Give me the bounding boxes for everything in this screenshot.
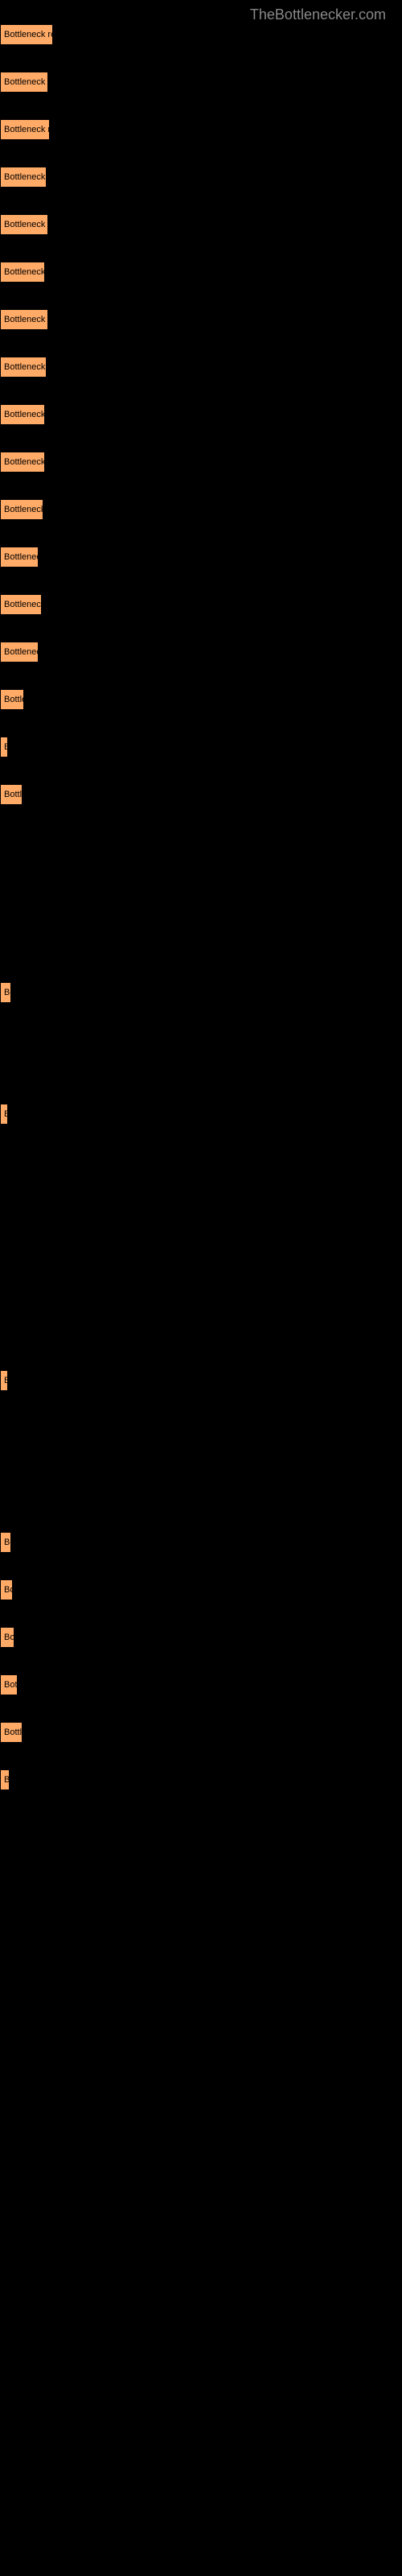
bottleneck-button[interactable]: Bottleneck re [0, 404, 45, 425]
bottleneck-button[interactable]: Bottleneck re [0, 262, 45, 283]
bottleneck-button[interactable]: B [0, 1370, 8, 1391]
bottleneck-button[interactable]: B [0, 1769, 10, 1790]
bottleneck-button[interactable]: Bottleneck res [0, 214, 48, 235]
bottleneck-button[interactable]: Bottleneck [0, 547, 39, 568]
bottleneck-button[interactable]: Bo [0, 982, 11, 1003]
bottleneck-button[interactable]: Bottleneck re [0, 452, 45, 473]
bottleneck-button[interactable]: Bottle [0, 1722, 23, 1743]
bottleneck-button[interactable]: Bottler [0, 689, 24, 710]
bottleneck-button[interactable]: Bottle [0, 784, 23, 805]
bottleneck-button[interactable]: Bo [0, 1532, 11, 1553]
watermark-text: TheBottlenecker.com [250, 6, 386, 23]
bottleneck-button[interactable]: Bottleneck resu [0, 24, 53, 45]
bottleneck-button[interactable]: Bottleneck [0, 642, 39, 663]
bottleneck-button[interactable]: B [0, 1104, 8, 1125]
bottleneck-button[interactable]: Bottleneck res [0, 72, 48, 93]
bottleneck-button[interactable]: B [0, 737, 8, 758]
bottleneck-button[interactable]: Bottleneck res [0, 309, 48, 330]
bottleneck-button[interactable]: Bott [0, 1674, 18, 1695]
bottleneck-button[interactable]: Bottleneck re [0, 499, 43, 520]
bottleneck-button[interactable]: Bo [0, 1579, 13, 1600]
buttons-container: Bottleneck resu Bottleneck res Bottleneck … [0, 0, 402, 1817]
bottleneck-button[interactable]: Bottleneck res [0, 357, 47, 378]
bottleneck-button[interactable]: Bot [0, 1627, 14, 1648]
bottleneck-button[interactable] [0, 832, 3, 833]
bottleneck-button[interactable]: Bottleneck res [0, 119, 50, 140]
bottleneck-button[interactable]: Bottleneck res [0, 167, 47, 188]
bottleneck-button[interactable]: Bottleneck r [0, 594, 42, 615]
